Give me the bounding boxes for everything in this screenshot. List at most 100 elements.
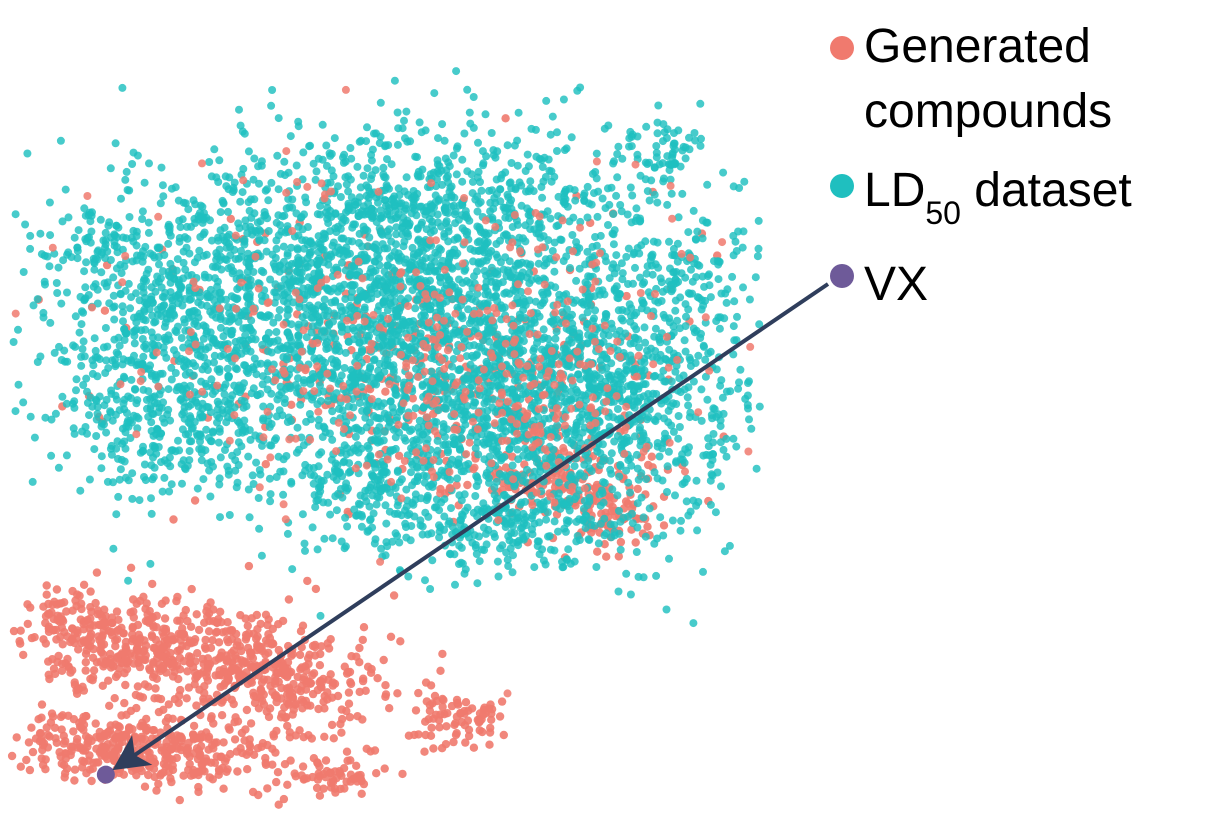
generated-point	[243, 765, 252, 774]
ld50-point	[122, 167, 131, 176]
generated-point	[28, 747, 38, 757]
generated-point	[79, 720, 89, 729]
generated-point	[167, 777, 176, 787]
ld50-point	[592, 149, 601, 158]
generated-point	[56, 614, 65, 624]
generated-point	[149, 658, 158, 667]
ld50-point	[244, 452, 253, 461]
ld50-point	[604, 121, 613, 130]
ld50-point	[427, 367, 436, 376]
ld50-point	[421, 576, 429, 585]
generated-point	[168, 672, 178, 681]
ld50-point	[283, 529, 292, 538]
generated-point	[295, 650, 305, 660]
generated-point	[313, 685, 322, 695]
ld50-point	[185, 447, 194, 455]
ld50-point	[279, 490, 288, 499]
ld50-point	[271, 254, 280, 262]
ld50-point	[521, 322, 530, 331]
ld50-point	[26, 412, 35, 421]
ld50-point	[501, 253, 510, 262]
ld50-point	[304, 273, 313, 282]
ld50-point	[264, 196, 273, 205]
ld50-point	[623, 210, 632, 219]
ld50-point	[158, 181, 167, 190]
generated-point	[97, 633, 107, 643]
ld50-point	[492, 284, 501, 293]
generated-point	[37, 700, 47, 709]
ld50-point	[210, 358, 218, 367]
ld50-point	[747, 424, 756, 433]
generated-point	[42, 723, 51, 732]
ld50-point	[228, 451, 237, 460]
generated-point	[312, 783, 322, 793]
generated-point	[212, 618, 222, 628]
generated-point	[86, 587, 95, 596]
generated-point	[303, 654, 313, 663]
generated-point	[342, 777, 351, 786]
ld50-point	[249, 175, 258, 184]
generated-point	[227, 634, 237, 644]
ld50-point	[166, 231, 175, 240]
ld50-point	[483, 421, 492, 430]
ld50-point	[662, 605, 671, 614]
generated-point	[159, 624, 169, 633]
generated-point	[22, 755, 31, 765]
ld50-point	[480, 266, 489, 275]
ld50-point	[313, 321, 322, 330]
generated-point	[348, 774, 358, 784]
ld50-point	[473, 267, 481, 276]
ld50-point	[219, 332, 228, 341]
ld50-point	[215, 427, 224, 436]
ld50-point	[731, 237, 740, 246]
generated-point	[616, 537, 626, 547]
ld50-point	[692, 476, 701, 485]
ld50-point	[320, 534, 329, 543]
ld50-point	[337, 371, 346, 380]
generated-point	[70, 776, 79, 785]
ld50-point	[346, 144, 355, 152]
generated-point	[101, 743, 111, 752]
generated-point	[44, 670, 53, 679]
generated-point	[128, 622, 137, 632]
generated-point	[183, 667, 192, 676]
generated-point	[148, 672, 158, 682]
generated-point	[359, 779, 369, 789]
generated-point	[81, 732, 91, 741]
generated-point	[283, 721, 292, 731]
generated-point	[38, 741, 48, 750]
generated-point	[485, 740, 494, 749]
generated-point	[53, 657, 62, 667]
generated-point	[187, 584, 196, 594]
ld50-point	[568, 231, 577, 239]
generated-point	[159, 643, 169, 653]
ld50-point	[744, 379, 752, 387]
ld50-point	[243, 344, 252, 353]
generated-point	[193, 649, 202, 658]
ld50-point	[127, 293, 136, 302]
ld50-point	[328, 534, 337, 543]
generated-point	[381, 681, 390, 690]
generated-point	[88, 764, 98, 773]
generated-point	[317, 642, 326, 651]
ld50-point	[439, 422, 448, 431]
ld50-point	[719, 445, 728, 454]
generated-point	[59, 739, 68, 748]
ld50-point	[135, 496, 144, 505]
ld50-point	[248, 471, 257, 480]
ld50-point	[475, 557, 484, 566]
ld50-point	[328, 435, 337, 444]
ld50-point	[751, 273, 760, 282]
generated-point	[355, 643, 364, 653]
generated-point	[321, 756, 331, 765]
ld50-point	[703, 395, 712, 404]
generated-point	[139, 722, 149, 731]
ld50-point	[300, 210, 308, 219]
ld50-point	[471, 398, 480, 407]
ld50-point	[384, 411, 392, 420]
ld50-point	[713, 468, 722, 477]
ld50-point	[284, 168, 293, 177]
ld50-point	[428, 556, 437, 565]
ld50-point	[246, 195, 255, 204]
ld50-point	[365, 332, 373, 340]
